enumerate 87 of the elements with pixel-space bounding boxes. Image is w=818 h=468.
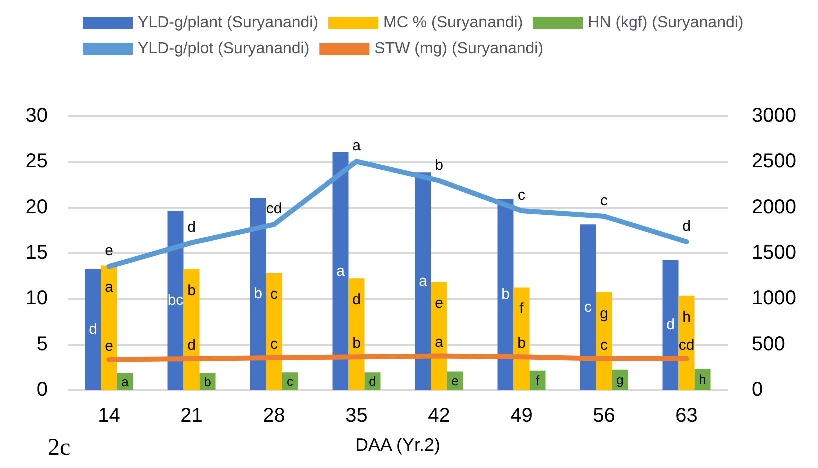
x-tick-label: 28 bbox=[263, 405, 286, 427]
x-tick-label: 35 bbox=[346, 405, 368, 427]
data-label: a bbox=[435, 334, 444, 352]
data-label: e bbox=[435, 295, 444, 312]
bar bbox=[694, 368, 711, 390]
y2-tick-label: 0 bbox=[752, 379, 764, 401]
data-label: cd bbox=[678, 336, 695, 354]
data-label: d bbox=[666, 316, 675, 334]
x-tick-label: 49 bbox=[510, 405, 533, 427]
data-label: e bbox=[105, 242, 114, 260]
data-label: a bbox=[419, 272, 428, 290]
x-axis-title: DAA (Yr.2) bbox=[355, 435, 441, 455]
bar bbox=[447, 372, 464, 390]
data-label: a bbox=[105, 278, 114, 296]
y-tick-label: 15 bbox=[26, 242, 48, 264]
data-label: c bbox=[270, 286, 278, 304]
data-label: g bbox=[616, 372, 624, 388]
y-tick-label: 5 bbox=[36, 333, 48, 356]
data-label: d bbox=[352, 292, 361, 309]
y-tick-label: 20 bbox=[26, 196, 48, 218]
data-label: d bbox=[682, 218, 691, 236]
bar bbox=[282, 372, 298, 390]
bar bbox=[85, 269, 102, 390]
data-label: b bbox=[204, 374, 212, 390]
data-label: b bbox=[352, 335, 361, 352]
data-label: a bbox=[352, 138, 362, 155]
text: 2c bbox=[48, 435, 71, 461]
bar bbox=[431, 282, 448, 390]
y2-tick-label: 2000 bbox=[752, 196, 796, 218]
data-label: bc bbox=[168, 292, 184, 309]
data-label: h bbox=[699, 372, 706, 387]
data-label: c bbox=[600, 336, 608, 354]
data-label: f bbox=[520, 300, 525, 318]
bar bbox=[530, 370, 546, 390]
bar bbox=[250, 198, 266, 390]
data-label: e bbox=[105, 338, 114, 355]
y-tick-label: 25 bbox=[26, 150, 48, 173]
x-tick-label: 56 bbox=[593, 405, 616, 427]
data-label: h bbox=[682, 308, 691, 326]
y2-tick-label: 1000 bbox=[752, 288, 796, 310]
legend-label: STW (mg) (Suryanandi) bbox=[374, 40, 544, 58]
bar bbox=[266, 273, 282, 390]
data-label: b bbox=[188, 282, 196, 300]
data-label: c bbox=[270, 336, 278, 354]
data-label: cd bbox=[266, 200, 282, 218]
x-tick-label: 14 bbox=[98, 405, 120, 427]
data-label: a bbox=[122, 374, 130, 390]
y2-tick-label: 1500 bbox=[752, 242, 796, 264]
bar bbox=[332, 152, 349, 390]
x-tick-label: 21 bbox=[180, 405, 203, 427]
bar bbox=[662, 260, 679, 390]
data-label: b bbox=[254, 286, 262, 303]
x-tick-label: 42 bbox=[428, 405, 450, 427]
data-label: b bbox=[435, 156, 444, 174]
y2-tick-label: 3000 bbox=[752, 105, 796, 127]
data-label: c bbox=[518, 186, 526, 204]
data-label: a bbox=[336, 262, 346, 280]
data-label: d bbox=[369, 374, 376, 389]
data-label: b bbox=[502, 286, 510, 304]
bar bbox=[415, 172, 432, 390]
y2-tick-label: 2500 bbox=[752, 150, 796, 173]
data-label: f bbox=[536, 372, 540, 388]
data-label: c bbox=[584, 298, 592, 316]
bar bbox=[498, 199, 514, 390]
legend-label: YLD-g/plot (Suryanandi) bbox=[138, 40, 310, 58]
bar bbox=[514, 288, 530, 390]
bar bbox=[101, 266, 118, 390]
y2-tick-label: 500 bbox=[752, 333, 786, 356]
data-label: d bbox=[89, 321, 98, 338]
data-label: g bbox=[600, 305, 608, 322]
y-tick-label: 0 bbox=[36, 379, 48, 401]
data-label: c bbox=[600, 192, 608, 210]
data-label: b bbox=[518, 335, 526, 352]
legend-label: YLD-g/plant (Suryanandi) bbox=[138, 14, 319, 32]
x-tick-label: 63 bbox=[676, 405, 698, 427]
bar bbox=[168, 210, 184, 390]
legend-label: MC % (Suryanandi) bbox=[384, 14, 524, 32]
data-label: d bbox=[188, 336, 196, 354]
data-label: c bbox=[287, 374, 294, 389]
data-label: e bbox=[452, 373, 459, 388]
legend-label: HN (kgf) (Suryanandi) bbox=[588, 14, 744, 32]
bar bbox=[348, 278, 365, 390]
y-tick-label: 30 bbox=[26, 105, 48, 127]
bar bbox=[580, 224, 596, 390]
y-tick-label: 10 bbox=[26, 288, 48, 310]
bar bbox=[184, 269, 200, 390]
data-label: d bbox=[188, 218, 196, 236]
